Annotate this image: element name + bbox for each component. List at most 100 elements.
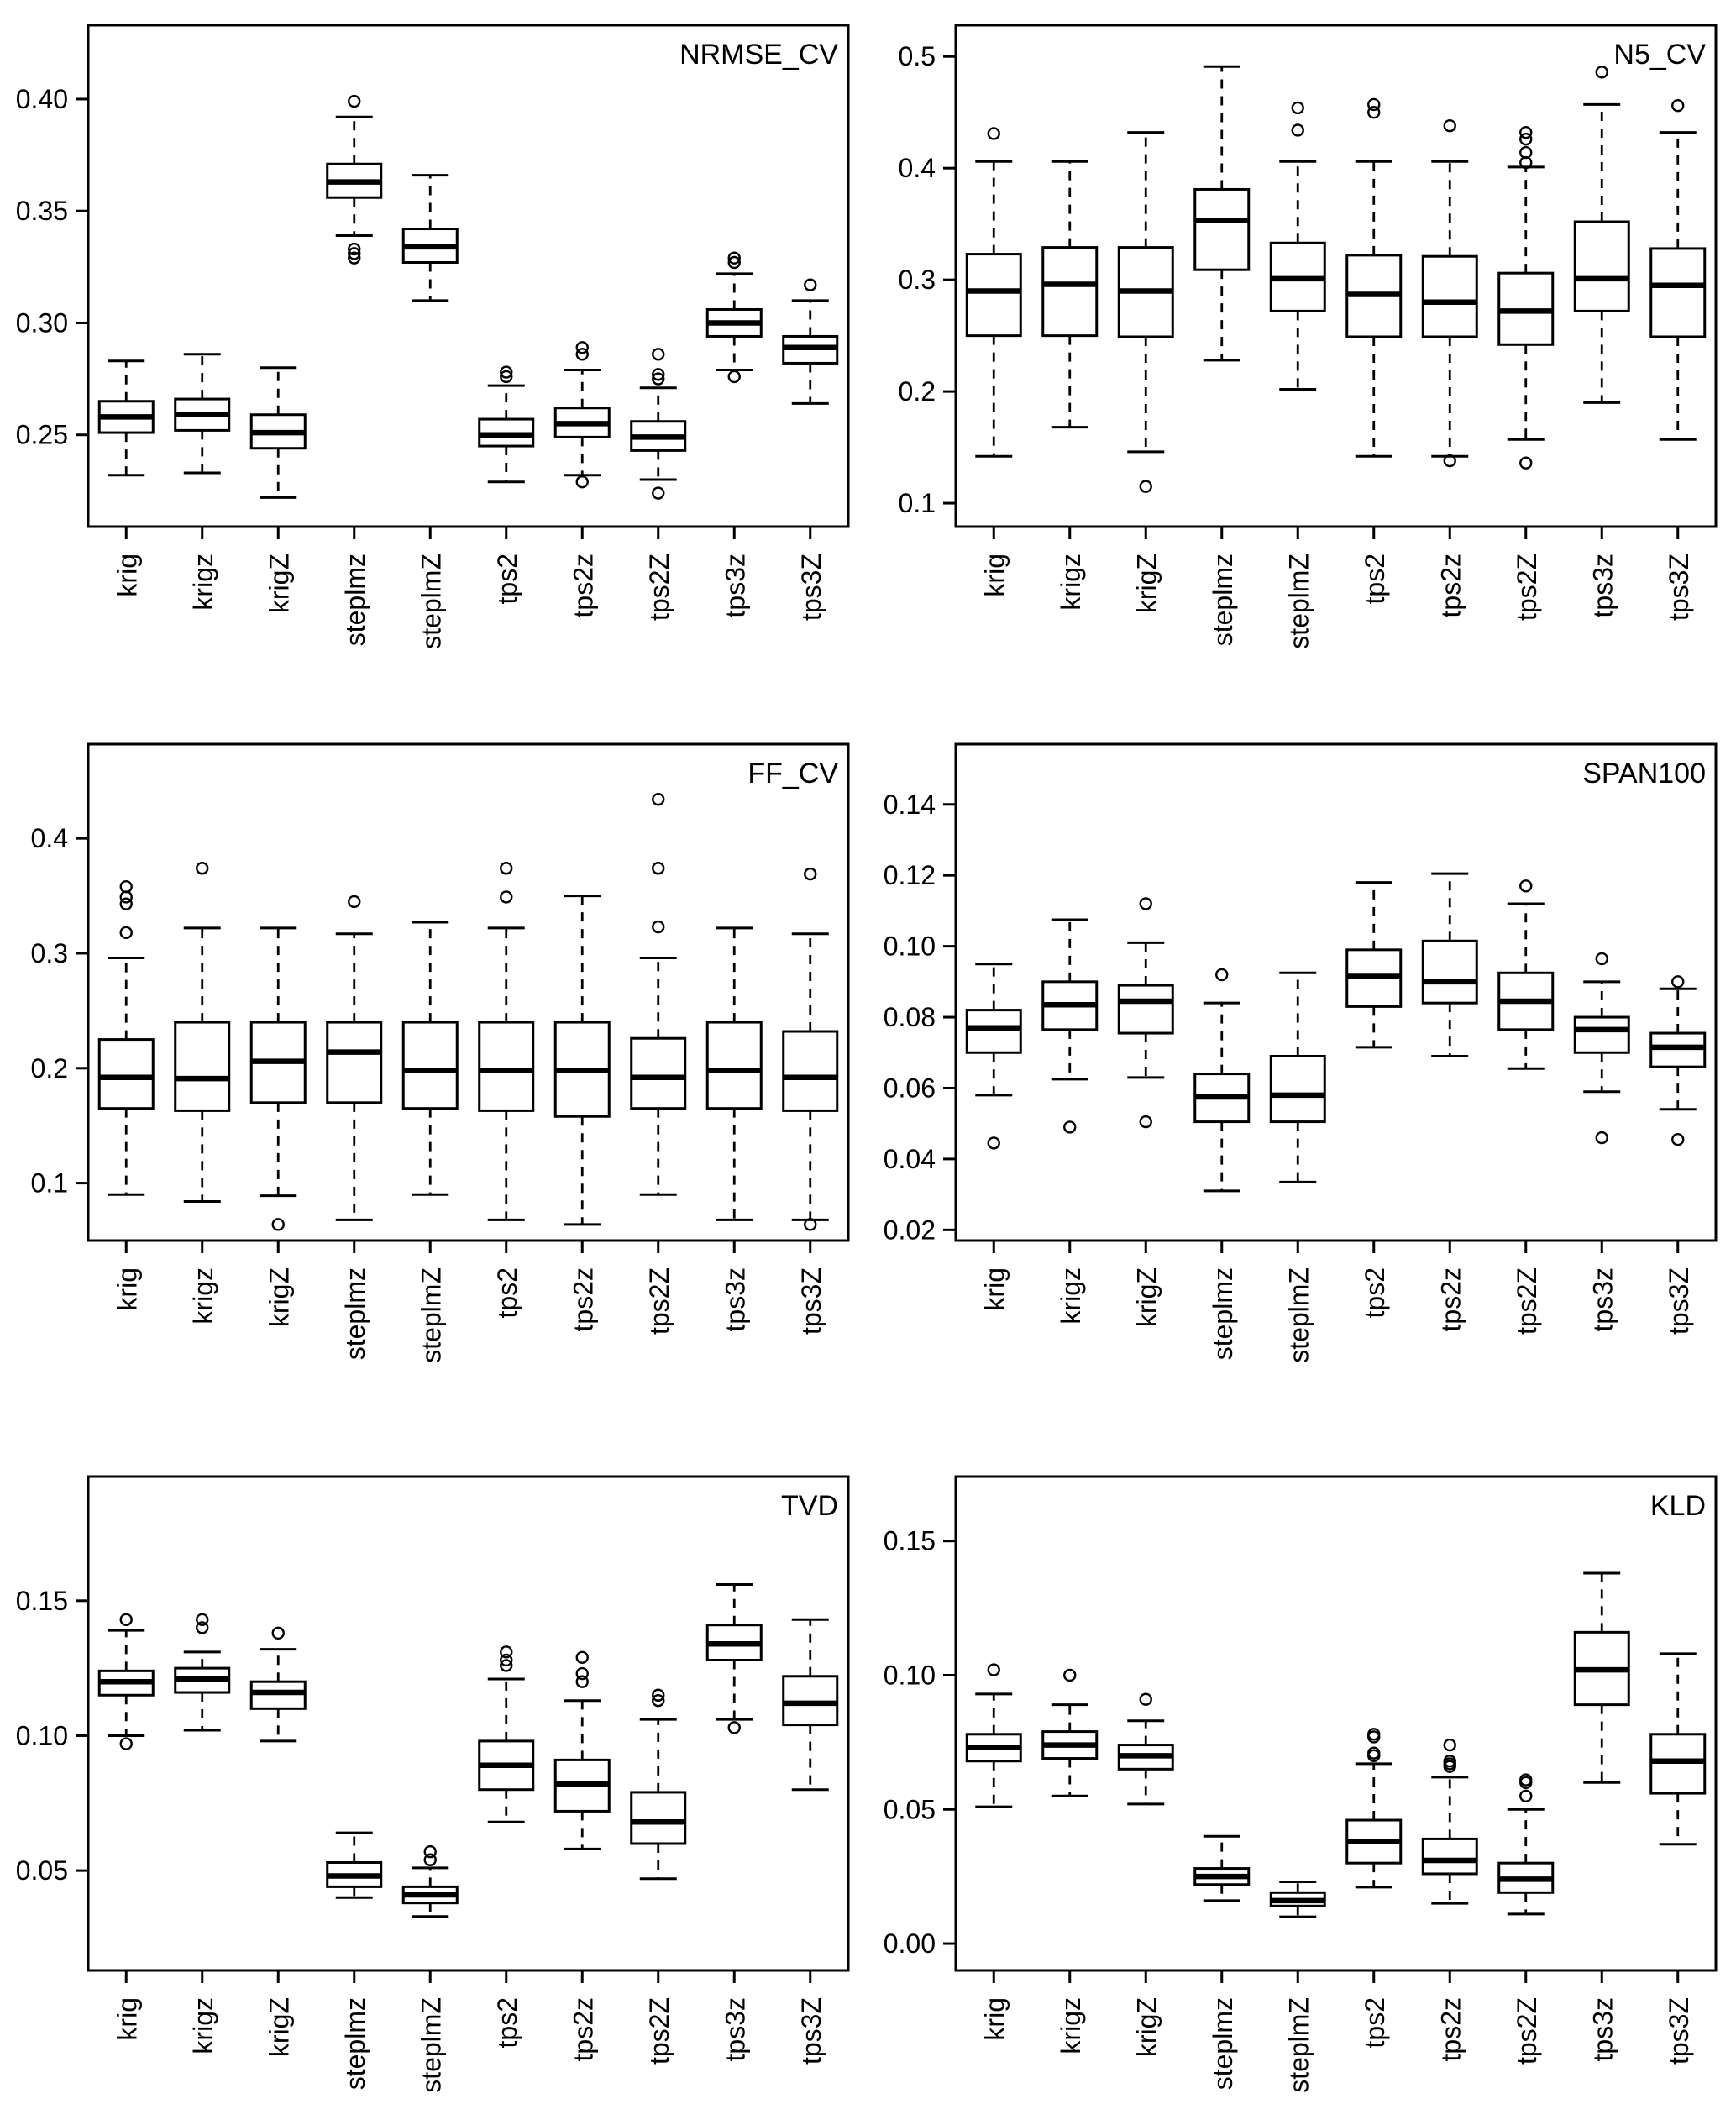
outlier-point — [119, 1737, 133, 1750]
panel-title: FF_CV — [747, 758, 838, 790]
panel-kld: 0.00 0.05 0.10 0.15 krig krigz krigZ steplmz ste… — [868, 1403, 1736, 2104]
y-tick-label: 0.1 — [899, 488, 936, 518]
boxplot-panel-svg: 0.05 0.10 0.15 krig krigz krigZ steplmz steplmZ… — [16, 1475, 850, 2093]
boxplot-panel-svg: 0.1 0.2 0.3 0.4 0.5 krig krigz krigZ steplmz step… — [899, 24, 1718, 649]
outlier-point — [652, 1688, 665, 1702]
x-tick-label: krig — [979, 554, 1010, 597]
y-tick-label: 0.05 — [884, 1794, 936, 1824]
iqr-box — [174, 1021, 231, 1112]
outlier-point — [727, 370, 741, 384]
boxplot-panel-svg: 0.00 0.05 0.10 0.15 krig krigz krigZ steplmz ste… — [884, 1475, 1718, 2093]
outlier-point — [804, 1218, 817, 1231]
outlier-point — [575, 348, 589, 361]
x-tick-label: krigZ — [264, 1267, 294, 1327]
outlier-point — [652, 1693, 665, 1708]
boxplot-panel-svg: 0.02 0.04 0.06 0.08 0.10 0.12 0.14 krig krigz kri… — [884, 742, 1718, 1363]
outlier-point — [1367, 1749, 1381, 1763]
x-tick-label: steplmz — [1208, 1267, 1238, 1360]
outlier-point — [804, 867, 817, 881]
plot-border — [954, 24, 1718, 528]
x-tick-label: tps3z — [1587, 1267, 1618, 1331]
x-tick-label: steplmz — [340, 1997, 370, 2090]
x-tick-label: krig — [112, 554, 142, 597]
outlier-point — [987, 1136, 1000, 1150]
x-tick-label: tps2z — [1435, 1267, 1466, 1331]
outlier-point — [1215, 968, 1229, 982]
iqr-box — [1117, 984, 1174, 1035]
iqr-box — [401, 1021, 459, 1110]
outlier-point — [1139, 1692, 1152, 1706]
outlier-point — [575, 1666, 589, 1681]
iqr-box — [97, 1038, 155, 1110]
y-tick-label: 0.15 — [16, 1586, 68, 1616]
outlier-point — [652, 372, 665, 386]
outlier-point — [575, 1675, 589, 1688]
y-tick-label: 0.10 — [16, 1720, 68, 1750]
x-tick-label: tps2 — [492, 554, 522, 604]
panel-title: KLD — [1650, 1490, 1706, 1522]
x-tick-label: steplmZ — [416, 1267, 446, 1363]
outlier-point — [1443, 118, 1456, 133]
iqr-box — [1193, 187, 1251, 271]
y-tick-label: 0.00 — [884, 1928, 936, 1959]
outlier-point — [348, 895, 361, 909]
outlier-point — [575, 1650, 589, 1664]
y-tick-label: 0.35 — [16, 196, 68, 226]
x-tick-label: tps2Z — [644, 1997, 674, 2065]
outlier-point — [423, 1853, 437, 1866]
x-tick-label: krigz — [1056, 554, 1086, 611]
iqr-box — [1573, 1015, 1630, 1054]
panel-nrmse-cv: 0.25 0.30 0.35 0.40 krig krigz krigZ steplmz ste… — [0, 0, 868, 701]
outlier-point — [1519, 125, 1533, 139]
x-tick-label: tps3Z — [796, 1997, 826, 2065]
y-tick-label: 0.30 — [16, 307, 68, 338]
y-tick-label: 0.3 — [899, 265, 936, 295]
x-tick-label: krigZ — [1131, 1997, 1162, 2057]
x-tick-label: tps2 — [492, 1267, 522, 1318]
x-tick-label: tps3z — [720, 1267, 750, 1331]
x-tick-label: krigZ — [1131, 554, 1162, 613]
iqr-box — [1649, 247, 1707, 338]
outlier-point — [500, 1659, 513, 1672]
outlier-point — [119, 890, 133, 904]
y-tick-label: 0.14 — [884, 790, 936, 820]
x-tick-label: steplmZ — [1283, 554, 1314, 649]
x-tick-label: steplmz — [340, 554, 370, 646]
iqr-box — [630, 1791, 687, 1845]
outlier-point — [348, 251, 361, 265]
x-tick-label: tps3z — [1587, 554, 1618, 617]
x-tick-label: steplmZ — [416, 1997, 446, 2093]
outlier-point — [1443, 1738, 1456, 1752]
outlier-point — [119, 897, 133, 910]
outlier-point — [348, 94, 361, 108]
outlier-point — [500, 890, 513, 904]
outlier-point — [196, 1621, 209, 1634]
outlier-point — [1671, 975, 1685, 989]
outlier-point — [652, 862, 665, 875]
outlier-point — [500, 370, 513, 384]
outlier-point — [652, 920, 665, 934]
x-tick-label: krigz — [188, 1267, 218, 1325]
x-tick-label: tps2z — [568, 1267, 598, 1331]
plot-border — [954, 742, 1718, 1242]
iqr-box — [630, 1036, 687, 1110]
outlier-point — [1291, 101, 1304, 115]
x-tick-label: krig — [979, 1997, 1010, 2041]
x-tick-label: tps2z — [568, 1997, 598, 2061]
x-tick-label: tps3Z — [796, 1267, 826, 1335]
x-tick-label: tps3Z — [796, 554, 826, 621]
outlier-point — [652, 792, 665, 806]
x-tick-label: tps2z — [1435, 1997, 1466, 2061]
outlier-point — [500, 862, 513, 875]
y-tick-label: 0.40 — [16, 84, 68, 114]
outlier-point — [652, 486, 665, 500]
x-tick-label: krig — [979, 1267, 1010, 1311]
x-tick-label: steplmz — [340, 1267, 370, 1360]
iqr-box — [1573, 220, 1630, 312]
y-tick-label: 0.04 — [884, 1144, 936, 1174]
x-tick-label: tps3Z — [1664, 1997, 1694, 2065]
iqr-box — [1421, 1837, 1478, 1876]
y-tick-label: 0.1 — [31, 1168, 68, 1199]
y-tick-label: 0.02 — [884, 1215, 936, 1245]
outlier-point — [1671, 1132, 1685, 1146]
